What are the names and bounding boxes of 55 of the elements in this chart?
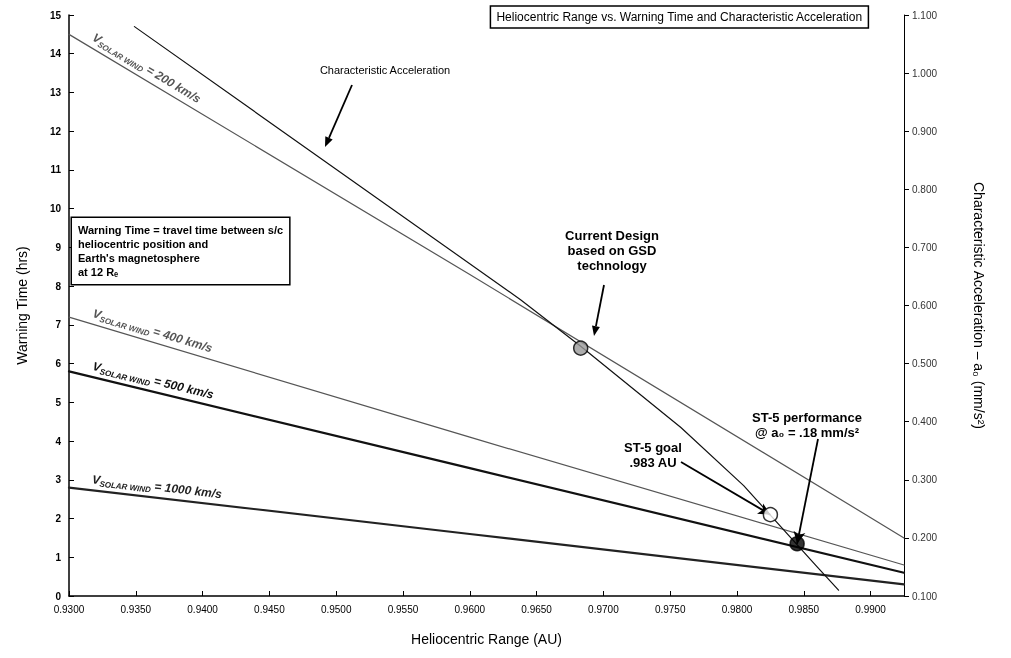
x-tick-label: 0.9300 — [53, 603, 85, 615]
x-tick-label: 0.9550 — [387, 603, 419, 615]
y-tick-label: 5 — [55, 396, 62, 408]
x-tick-label: 0.9400 — [187, 603, 219, 615]
point — [789, 535, 805, 552]
annotation: ST-5 performance @ a₀ = .18 mm/s² — [752, 410, 862, 440]
text: VSOLAR WIND = 500 km/s — [91, 359, 216, 402]
y-tick-label: 12 — [49, 125, 62, 137]
x-tick-label: 0.9600 — [454, 603, 486, 615]
y-tick-label: 6 — [55, 358, 62, 370]
x-axis-title: Heliocentric Range (AU) — [411, 631, 562, 647]
point — [572, 340, 589, 356]
text: VSOLAR WIND = 400 km/s — [91, 306, 215, 356]
y2-tick-label: 1.000 — [912, 67, 938, 79]
y2-axis-title: Characteristic Acceleration – a₀ (mm/s²) — [971, 182, 987, 429]
y-tick-label: 3 — [55, 474, 62, 486]
x-tick-label: 0.9850 — [788, 603, 820, 615]
x-tick-label: 0.9350 — [120, 603, 152, 615]
y2-tick-label: 0.400 — [912, 416, 938, 428]
annotation: Warning Time = travel time between s/c heliocentric position and Earth's magnetosphere at 12 Rₑ — [78, 224, 284, 278]
y-tick-label: 10 — [49, 203, 62, 215]
text: VSOLAR WIND = 1000 km/s — [91, 472, 223, 502]
x-tick-label: 0.9800 — [721, 603, 753, 615]
x-tick-label: 0.9750 — [654, 603, 686, 615]
y2-tick-label: 0.300 — [912, 474, 938, 486]
y2-tick-label: 0.500 — [912, 358, 938, 370]
x-tick-label: 0.9700 — [588, 603, 620, 615]
y-tick-label: 11 — [50, 164, 62, 176]
x-tick-label: 0.9450 — [254, 603, 286, 615]
annotation: Current Design based on GSD technology — [565, 227, 660, 273]
y2-tick-label: 0.200 — [912, 532, 938, 544]
y2-tick-label: 0.800 — [912, 183, 938, 195]
annotation: ST-5 goal .983 AU — [624, 440, 682, 470]
y-tick-label: 2 — [55, 513, 62, 525]
x-tick-label: 0.9500 — [320, 603, 352, 615]
x-tick-label: 0.9650 — [521, 603, 553, 615]
annotation: Characteristic Acceleration — [319, 64, 451, 76]
y-axis-title: Warning Time (hrs) — [14, 246, 30, 365]
y-tick-label: 8 — [55, 280, 62, 292]
y-tick-label: 14 — [49, 48, 62, 60]
y2-tick-label: 0.100 — [912, 590, 938, 602]
y-tick-label: 9 — [55, 241, 62, 253]
y2-tick-label: 0.900 — [912, 125, 938, 137]
y-tick-label: 15 — [49, 9, 62, 21]
y-tick-label: 0 — [55, 590, 62, 602]
chart-title: Heliocentric Range vs. Warning Time and Characteristic Acceleration — [496, 10, 863, 24]
y2-tick-label: 0.600 — [912, 300, 938, 311]
point — [762, 506, 779, 523]
y2-tick-label: 1.100 — [912, 9, 938, 21]
y-tick-label: 4 — [55, 435, 62, 447]
y-tick-label: 1 — [55, 551, 62, 563]
y2-tick-label: 0.700 — [912, 241, 938, 253]
y-tick-label: 13 — [49, 86, 62, 98]
x-tick-label: 0.9900 — [855, 603, 887, 615]
y-tick-label: 7 — [55, 319, 62, 331]
